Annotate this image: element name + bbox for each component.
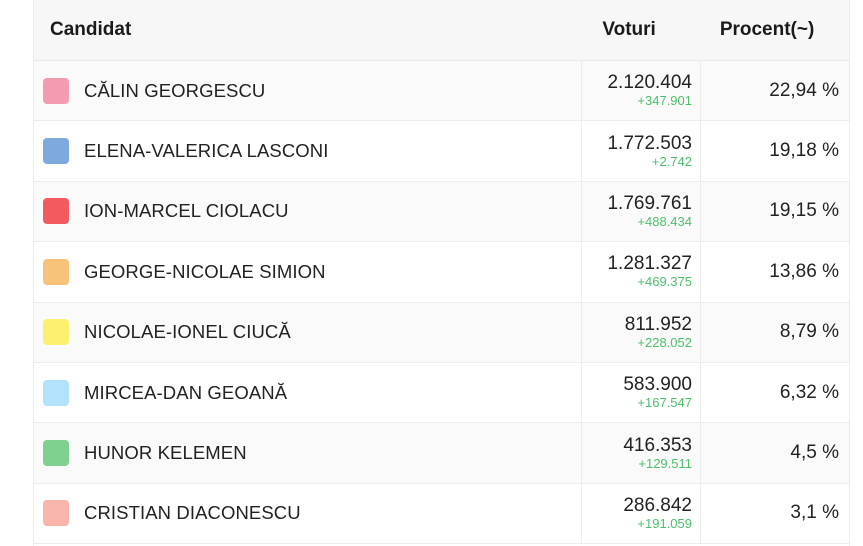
votes-value: 2.120.404 bbox=[607, 72, 692, 94]
party-color-swatch bbox=[43, 440, 69, 467]
percent-value: 4,5 % bbox=[790, 442, 839, 464]
party-color-swatch bbox=[43, 500, 69, 527]
table-row: ION-MARCEL CIOLACU 1.769.761 +488.434 19… bbox=[34, 181, 849, 243]
table-row: ELENA-VALERICA LASCONI 1.772.503 +2.742 … bbox=[34, 121, 849, 182]
header-votes[interactable]: Voturi bbox=[602, 19, 656, 40]
table-row: CĂLIN GEORGESCU 2.120.404 +347.901 22,94… bbox=[34, 61, 849, 122]
candidate-cell: CĂLIN GEORGESCU bbox=[34, 61, 581, 120]
percent-value: 8,79 % bbox=[779, 321, 839, 343]
votes-cell: 416.353 +129.511 bbox=[581, 423, 701, 483]
party-color-swatch bbox=[43, 138, 69, 165]
percent-value: 22,94 % bbox=[769, 79, 839, 101]
header-candidate[interactable]: Candidat bbox=[50, 19, 132, 40]
candidate-name: HUNOR KELEMEN bbox=[84, 442, 247, 464]
votes-value: 286.842 bbox=[623, 494, 692, 516]
percent-value: 6,32 % bbox=[779, 381, 839, 403]
votes-value: 583.900 bbox=[623, 374, 692, 396]
candidate-cell: GEORGE-NICOLAE SIMION bbox=[34, 242, 581, 301]
votes-cell: 811.952 +228.052 bbox=[581, 302, 701, 362]
votes-delta: +2.742 bbox=[651, 153, 692, 169]
candidate-cell: MIRCEA-DAN GEOANĂ bbox=[34, 363, 581, 422]
percent-value: 19,18 % bbox=[769, 140, 839, 162]
candidate-name: GEORGE-NICOLAE SIMION bbox=[84, 260, 326, 282]
party-color-swatch bbox=[43, 258, 69, 285]
votes-cell: 583.900 +167.547 bbox=[581, 362, 701, 423]
votes-delta: +191.059 bbox=[637, 515, 692, 531]
candidate-cell: CRISTIAN DIACONESCU bbox=[34, 484, 581, 543]
table-row: MIRCEA-DAN GEOANĂ 583.900 +167.547 6,32 … bbox=[34, 362, 849, 424]
candidate-cell: HUNOR KELEMEN bbox=[34, 423, 581, 482]
votes-delta: +228.052 bbox=[637, 334, 692, 350]
candidate-name: CĂLIN GEORGESCU bbox=[84, 79, 266, 101]
party-color-swatch bbox=[43, 198, 69, 225]
percent-value: 13,86 % bbox=[769, 260, 839, 282]
votes-delta: +347.901 bbox=[637, 93, 692, 109]
table-row: CRISTIAN DIACONESCU 286.842 +191.059 3,1… bbox=[34, 483, 849, 545]
votes-delta: +129.511 bbox=[638, 455, 692, 471]
votes-delta: +469.375 bbox=[637, 274, 692, 290]
percent-value: 19,15 % bbox=[769, 200, 839, 222]
votes-cell: 1.281.327 +469.375 bbox=[581, 242, 701, 302]
votes-value: 811.952 bbox=[624, 313, 692, 335]
candidate-cell: ION-MARCEL CIOLACU bbox=[34, 182, 581, 241]
candidate-name: ELENA-VALERICA LASCONI bbox=[84, 140, 329, 162]
candidate-cell: ELENA-VALERICA LASCONI bbox=[34, 121, 581, 180]
votes-value: 1.772.503 bbox=[607, 132, 692, 154]
candidate-name: ION-MARCEL CIOLACU bbox=[84, 200, 289, 222]
votes-cell: 1.772.503 +2.742 bbox=[581, 121, 701, 181]
votes-value: 1.769.761 bbox=[607, 192, 692, 214]
table-row: GEORGE-NICOLAE SIMION 1.281.327 +469.375… bbox=[34, 242, 849, 303]
party-color-swatch bbox=[43, 379, 69, 406]
candidate-name: CRISTIAN DIACONESCU bbox=[84, 502, 301, 524]
votes-value: 1.281.327 bbox=[607, 253, 692, 275]
table-header: Candidat Voturi Procent(~) bbox=[34, 0, 849, 61]
votes-delta: +488.434 bbox=[637, 213, 692, 229]
table-row: NICOLAE-IONEL CIUCĂ 811.952 +228.052 8,7… bbox=[34, 302, 849, 363]
table-body: CĂLIN GEORGESCU 2.120.404 +347.901 22,94… bbox=[34, 61, 849, 545]
votes-cell: 2.120.404 +347.901 bbox=[581, 61, 701, 121]
votes-cell: 286.842 +191.059 bbox=[581, 483, 701, 544]
candidate-name: NICOLAE-IONEL CIUCĂ bbox=[84, 321, 291, 343]
party-color-swatch bbox=[43, 77, 69, 104]
results-table: Candidat Voturi Procent(~) CĂLIN GEORGES… bbox=[33, 0, 850, 546]
candidate-cell: NICOLAE-IONEL CIUCĂ bbox=[34, 303, 581, 362]
table-row: HUNOR KELEMEN 416.353 +129.511 4,5 % bbox=[34, 423, 849, 484]
votes-delta: +167.547 bbox=[637, 395, 692, 411]
party-color-swatch bbox=[43, 319, 69, 346]
percent-value: 3,1 % bbox=[790, 502, 839, 524]
votes-value: 416.353 bbox=[623, 434, 692, 456]
candidate-name: MIRCEA-DAN GEOANĂ bbox=[84, 381, 288, 403]
header-percent[interactable]: Procent(~) bbox=[719, 19, 815, 40]
votes-cell: 1.769.761 +488.434 bbox=[581, 181, 701, 242]
